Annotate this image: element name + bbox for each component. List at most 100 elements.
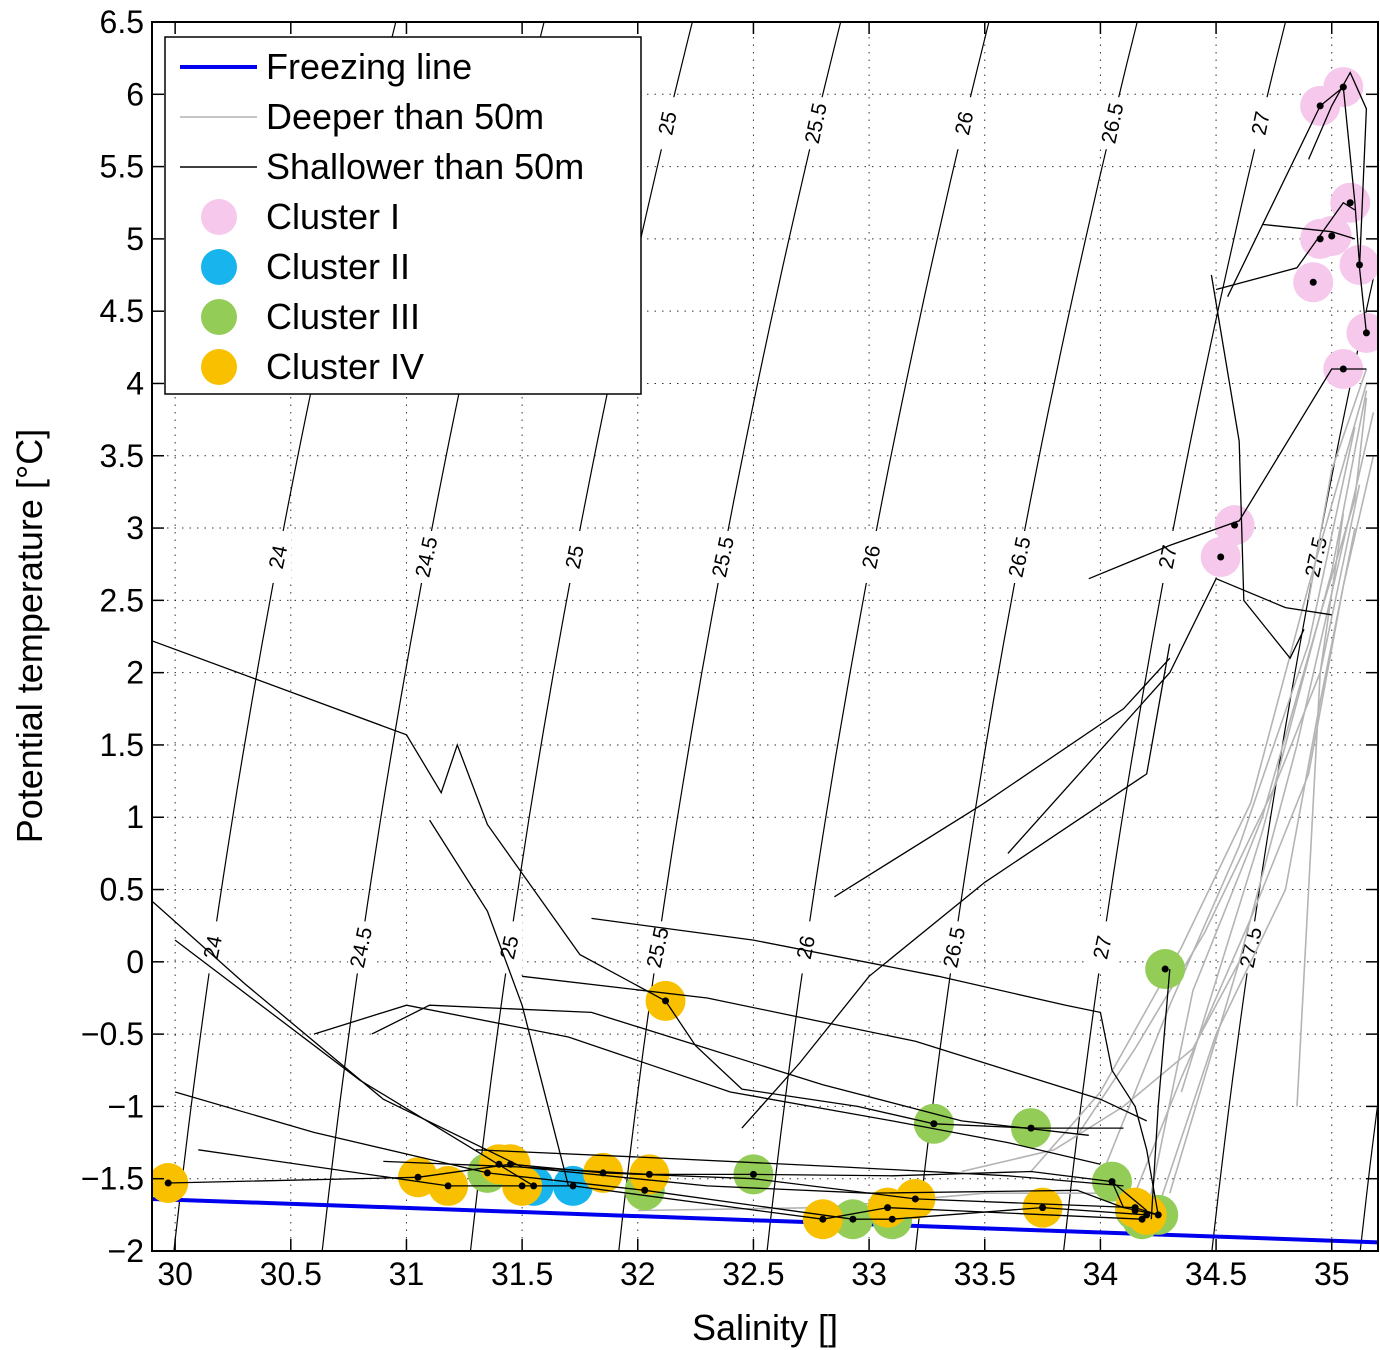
isopycnal-label-bg — [792, 921, 819, 974]
isopycnal-label: 25 — [562, 543, 589, 571]
cluster-center-dot — [884, 1204, 892, 1212]
shallow-profile-line — [1262, 223, 1356, 240]
shallow-profile-line — [741, 643, 1171, 1129]
y-tick-label: −2 — [108, 1233, 144, 1269]
y-tick-label: 0 — [126, 944, 144, 980]
x-tick-label: 30 — [157, 1256, 193, 1292]
isopycnal-label-bg — [1154, 530, 1181, 583]
shallow-profile-line — [522, 975, 1147, 1122]
isopycnal-line — [766, 22, 990, 1251]
shallow-profile-line — [1308, 71, 1368, 333]
isopycnal-label-bg — [265, 530, 292, 583]
deep-profile-line — [1157, 527, 1356, 1208]
deep-profiles — [637, 368, 1375, 1223]
isopycnal-label-bg — [709, 530, 736, 583]
deep-profile-line — [1030, 383, 1368, 1173]
shallow-profile-line — [475, 1149, 1124, 1187]
shallow-profile-line — [1210, 274, 1305, 660]
y-tick-label: −1 — [108, 1088, 144, 1124]
x-tick-label: 33 — [851, 1256, 887, 1292]
cluster-center-dot — [819, 1215, 827, 1223]
isopycnal-label-bg — [1006, 530, 1033, 583]
cluster-center-dot — [483, 1169, 491, 1177]
cluster-center-dot — [1316, 235, 1324, 243]
deep-profile-line — [1169, 412, 1375, 1194]
legend-swatch-dot — [201, 249, 237, 285]
legend-swatch-dot — [201, 199, 237, 235]
isopycnal-label-bg — [1247, 97, 1274, 150]
shallow-profile-line — [591, 917, 1159, 1216]
isopycnal-line — [618, 22, 842, 1251]
x-tick-label: 34.5 — [1185, 1256, 1247, 1292]
y-tick-label: 4 — [126, 365, 144, 401]
isopycnal-label: 26 — [858, 543, 885, 571]
cluster-center-dot — [1161, 965, 1169, 973]
isopycnal-line — [469, 22, 693, 1251]
deep-profile-line — [1099, 426, 1356, 1179]
isopycnal-line — [1211, 254, 1378, 1251]
x-tick-label: 35 — [1314, 1256, 1350, 1292]
isopycnal-lines: 24242424.524.524.525252525.525.525.52626… — [173, 22, 1378, 1251]
x-tick-label: 32.5 — [722, 1256, 784, 1292]
isopycnal-label: 27 — [1248, 110, 1275, 138]
cluster-center-dot — [1339, 83, 1347, 91]
cluster-center-dot — [662, 997, 670, 1005]
isopycnal-label-bg — [561, 530, 588, 583]
cluster-center-dot — [641, 1186, 649, 1194]
cluster-center-dot — [1355, 261, 1363, 269]
isopycnal-label-bg — [802, 97, 829, 150]
cluster-center-dot — [1339, 365, 1347, 373]
cluster-center-dot — [518, 1182, 526, 1190]
isopycnal-label: 27 — [1155, 543, 1182, 571]
isopycnal-label-bg — [413, 530, 440, 583]
cluster-point — [1346, 312, 1378, 353]
shallow-profile-line — [168, 1163, 1159, 1216]
cluster-center-dot — [1362, 329, 1370, 337]
cluster-center-dot — [1108, 1178, 1116, 1186]
cluster-center-dot — [1217, 553, 1225, 561]
x-tick-label: 31 — [389, 1256, 425, 1292]
freezing-line-path — [152, 1196, 1378, 1245]
cluster-center-dot — [599, 1169, 607, 1177]
deep-profile-line — [1180, 390, 1368, 1093]
cluster-center-dot — [569, 1182, 577, 1190]
legend: Freezing line Deeper than 50m Shallower th… — [164, 36, 642, 395]
y-tick-label: 5 — [126, 221, 144, 257]
cluster-center-dot — [1027, 1124, 1035, 1132]
y-tick-label: 0.5 — [100, 872, 144, 908]
shallow-profile-line — [198, 1149, 1143, 1220]
cluster-center-dot — [1138, 1215, 1146, 1223]
isopycnal-label-bg — [1237, 921, 1264, 974]
shallow-profile-line — [152, 640, 1124, 1129]
cluster-center-dot — [1154, 1211, 1162, 1219]
legend-swatch-dot — [201, 349, 237, 385]
cluster-center-dot — [1231, 521, 1239, 529]
y-tick-label: 1.5 — [100, 727, 144, 763]
deep-profile-line — [1296, 513, 1345, 1107]
cluster-center-dot — [507, 1160, 515, 1168]
shallow-profile-line — [313, 1004, 1101, 1165]
x-tick-label: 30.5 — [260, 1256, 322, 1292]
cluster-center-dot — [930, 1120, 938, 1128]
freezing-line — [152, 1196, 1378, 1245]
x-axis-title: Salinity [] — [692, 1307, 838, 1348]
cluster-center-dot — [1131, 1204, 1139, 1212]
cluster-center-dot — [645, 1170, 653, 1178]
isopycnal-label-bg — [644, 921, 671, 974]
y-tick-label: 5.5 — [100, 149, 144, 185]
isopycnal-label-bg — [951, 97, 978, 150]
plot-area: 24242424.524.524.525252525.525.525.52626… — [152, 22, 1378, 1251]
y-axis-title: Potential temperature [°C] — [9, 429, 50, 844]
y-tick-label: 2.5 — [100, 582, 144, 618]
cluster-center-dot — [1316, 102, 1324, 110]
legend-box — [164, 36, 642, 395]
axis-ticks: 30 30.5 31 31.5 32 32.5 33 33.5 34 34.5 35−2−1.5−1… — [81, 4, 1378, 1292]
y-tick-label: 4.5 — [100, 293, 144, 329]
cluster-center-dot — [749, 1170, 757, 1178]
isopycnal-label-bg — [348, 921, 375, 974]
cluster-center-dot — [1039, 1204, 1047, 1212]
cluster-center-dot — [911, 1195, 919, 1203]
isopycnal-label: 25 — [654, 110, 681, 138]
plot-frame — [151, 21, 1379, 1252]
legend-label: Cluster II — [266, 246, 410, 287]
